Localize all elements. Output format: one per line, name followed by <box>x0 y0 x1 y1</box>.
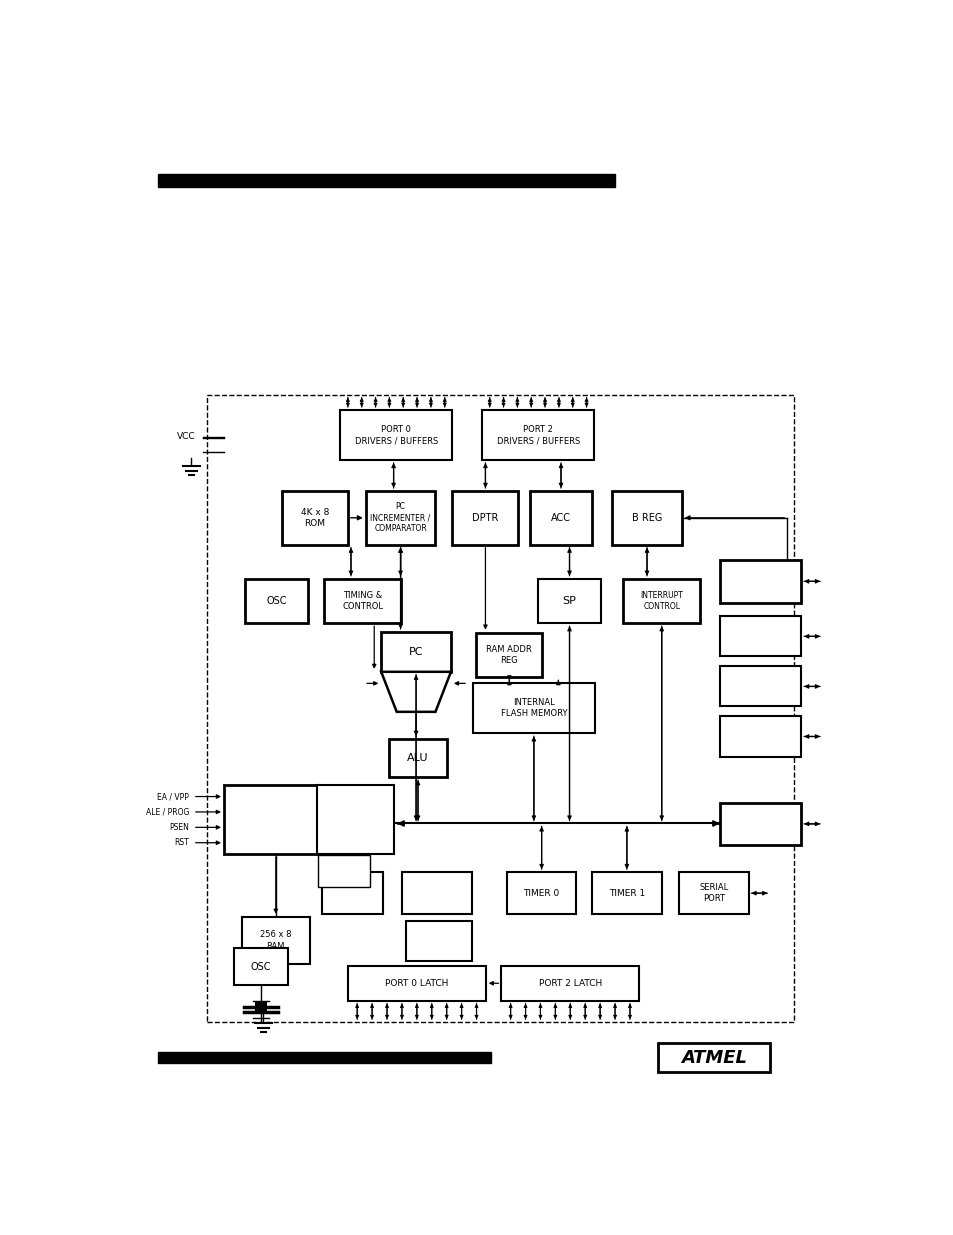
Bar <box>365 490 435 545</box>
Text: TIMING &
CONTROL: TIMING & CONTROL <box>342 590 383 611</box>
Bar <box>612 490 681 545</box>
Bar <box>282 490 348 545</box>
Text: SP: SP <box>562 597 576 606</box>
Bar <box>323 579 401 624</box>
Bar <box>245 579 308 624</box>
Bar <box>406 920 472 961</box>
Text: PC
INCREMENTER /
COMPARATOR: PC INCREMENTER / COMPARATOR <box>370 503 430 534</box>
Text: ATMEL: ATMEL <box>679 1049 746 1067</box>
Bar <box>241 916 310 965</box>
Bar <box>720 616 801 656</box>
Text: PORT 2
DRIVERS / BUFFERS: PORT 2 DRIVERS / BUFFERS <box>496 425 579 445</box>
Text: TIMER 0: TIMER 0 <box>523 889 559 898</box>
Bar <box>592 872 661 914</box>
Text: OSC: OSC <box>251 962 271 972</box>
Bar <box>381 632 451 672</box>
Text: PORT 0 LATCH: PORT 0 LATCH <box>385 979 448 988</box>
Text: ALU: ALU <box>407 753 428 763</box>
Bar <box>500 966 639 1000</box>
Bar <box>317 855 370 888</box>
Bar <box>679 872 748 914</box>
Text: INTERNAL
FLASH MEMORY: INTERNAL FLASH MEMORY <box>500 698 566 719</box>
Text: EA / VPP: EA / VPP <box>157 792 189 802</box>
Text: SERIAL
PORT: SERIAL PORT <box>699 883 727 903</box>
Text: B REG: B REG <box>631 513 661 522</box>
Bar <box>233 948 288 986</box>
Bar <box>472 683 595 734</box>
Bar <box>622 579 700 624</box>
Text: RST: RST <box>174 839 189 847</box>
Bar <box>224 785 316 855</box>
Bar <box>720 716 801 757</box>
Text: PORT 0
DRIVERS / BUFFERS: PORT 0 DRIVERS / BUFFERS <box>355 425 437 445</box>
Bar <box>476 632 541 677</box>
Bar <box>481 410 594 461</box>
Bar <box>452 490 517 545</box>
Bar <box>506 872 576 914</box>
Text: INTERRUPT
CONTROL: INTERRUPT CONTROL <box>639 590 682 611</box>
Polygon shape <box>381 672 451 711</box>
Text: ACC: ACC <box>551 513 571 522</box>
Text: TIMER 1: TIMER 1 <box>608 889 644 898</box>
Bar <box>158 1052 491 1063</box>
Text: OSC: OSC <box>266 597 287 606</box>
Bar <box>537 579 600 624</box>
Bar <box>316 785 394 855</box>
Text: VCC: VCC <box>176 432 195 441</box>
Bar <box>158 174 615 186</box>
Bar <box>348 966 485 1000</box>
Text: DPTR: DPTR <box>472 513 498 522</box>
Bar <box>207 395 793 1023</box>
Bar <box>254 1002 267 1014</box>
Bar <box>340 410 452 461</box>
Text: 256 x 8
RAM: 256 x 8 RAM <box>260 930 292 951</box>
Bar <box>658 1042 769 1072</box>
Text: RAM ADDR
REG: RAM ADDR REG <box>485 645 531 664</box>
Bar <box>322 872 382 914</box>
Text: PORT 2 LATCH: PORT 2 LATCH <box>538 979 601 988</box>
Text: PC: PC <box>409 647 423 657</box>
Bar <box>402 872 472 914</box>
Bar <box>530 490 592 545</box>
Bar <box>720 803 801 845</box>
Text: ALE / PROG: ALE / PROG <box>146 808 189 816</box>
Bar <box>389 739 447 777</box>
Bar <box>720 667 801 706</box>
Text: PSEN: PSEN <box>169 823 189 832</box>
Text: 4K x 8
ROM: 4K x 8 ROM <box>300 508 329 527</box>
Bar <box>720 561 801 603</box>
